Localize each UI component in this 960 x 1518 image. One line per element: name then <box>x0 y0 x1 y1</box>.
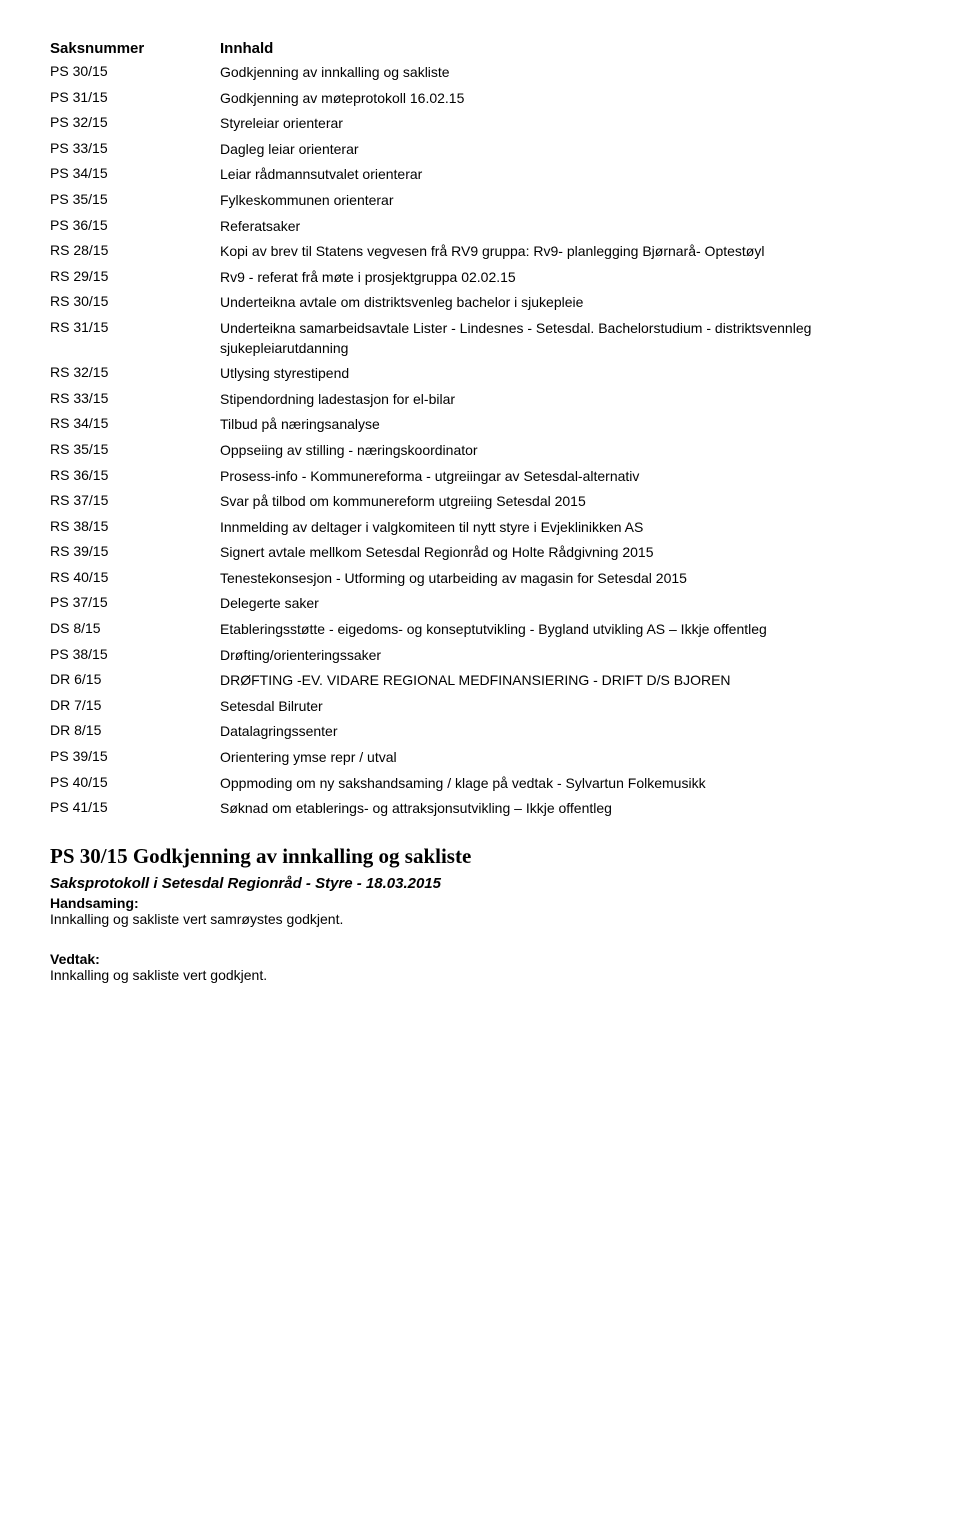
table-row: DR 6/15DRØFTING -EV. VIDARE REGIONAL MED… <box>50 671 910 691</box>
row-id: PS 39/15 <box>50 748 220 764</box>
row-text: Tenestekonsesjon - Utforming og utarbeid… <box>220 569 910 589</box>
section-heading: PS 30/15 Godkjenning av innkalling og sa… <box>50 844 910 869</box>
row-text: Drøfting/orienteringssaker <box>220 646 910 666</box>
table-rows-container: PS 30/15Godkjenning av innkalling og sak… <box>50 63 910 819</box>
table-row: RS 31/15Underteikna samarbeidsavtale Lis… <box>50 319 910 358</box>
row-id: RS 36/15 <box>50 467 220 483</box>
table-row: DR 7/15Setesdal Bilruter <box>50 697 910 717</box>
table-row: PS 36/15Referatsaker <box>50 217 910 237</box>
row-text: Fylkeskommunen orienterar <box>220 191 910 211</box>
vedtak-label: Vedtak: <box>50 951 910 967</box>
row-id: RS 37/15 <box>50 492 220 508</box>
table-row: PS 30/15Godkjenning av innkalling og sak… <box>50 63 910 83</box>
table-row: PS 38/15Drøfting/orienteringssaker <box>50 646 910 666</box>
row-text: Godkjenning av møteprotokoll 16.02.15 <box>220 89 910 109</box>
table-row: PS 40/15Oppmoding om ny sakshandsaming /… <box>50 774 910 794</box>
table-row: RS 28/15Kopi av brev til Statens vegvese… <box>50 242 910 262</box>
row-text: Prosess-info - Kommunereforma - utgreiin… <box>220 467 910 487</box>
row-text: Datalagringssenter <box>220 722 910 742</box>
row-text: Godkjenning av innkalling og sakliste <box>220 63 910 83</box>
table-row: RS 36/15Prosess-info - Kommunereforma - … <box>50 467 910 487</box>
table-row: PS 33/15Dagleg leiar orienterar <box>50 140 910 160</box>
row-id: PS 36/15 <box>50 217 220 233</box>
row-id: RS 30/15 <box>50 293 220 309</box>
row-id: RS 35/15 <box>50 441 220 457</box>
row-id: PS 34/15 <box>50 165 220 181</box>
row-text: Innmelding av deltager i valgkomiteen ti… <box>220 518 910 538</box>
handsaming-text: Innkalling og sakliste vert samrøystes g… <box>50 911 910 927</box>
vedtak-text: Innkalling og sakliste vert godkjent. <box>50 967 910 983</box>
row-id: PS 41/15 <box>50 799 220 815</box>
table-row: RS 32/15Utlysing styrestipend <box>50 364 910 384</box>
row-text: Delegerte saker <box>220 594 910 614</box>
table-row: PS 31/15Godkjenning av møteprotokoll 16.… <box>50 89 910 109</box>
table-row: PS 39/15Orientering ymse repr / utval <box>50 748 910 768</box>
row-text: Referatsaker <box>220 217 910 237</box>
row-id: DR 7/15 <box>50 697 220 713</box>
table-row: DR 8/15Datalagringssenter <box>50 722 910 742</box>
table-row: RS 29/15Rv9 - referat frå møte i prosjek… <box>50 268 910 288</box>
table-row: PS 37/15Delegerte saker <box>50 594 910 614</box>
row-text: Setesdal Bilruter <box>220 697 910 717</box>
table-row: DS 8/15Etableringsstøtte - eigedoms- og … <box>50 620 910 640</box>
row-id: PS 33/15 <box>50 140 220 156</box>
row-id: RS 33/15 <box>50 390 220 406</box>
table-row: PS 35/15Fylkeskommunen orienterar <box>50 191 910 211</box>
row-id: RS 28/15 <box>50 242 220 258</box>
row-id: PS 31/15 <box>50 89 220 105</box>
section-subheading: Saksprotokoll i Setesdal Regionråd - Sty… <box>50 875 910 892</box>
table-row: PS 32/15Styreleiar orienterar <box>50 114 910 134</box>
row-id: DR 8/15 <box>50 722 220 738</box>
table-row: PS 34/15Leiar rådmannsutvalet orienterar <box>50 165 910 185</box>
table-row: RS 38/15Innmelding av deltager i valgkom… <box>50 518 910 538</box>
row-text: Orientering ymse repr / utval <box>220 748 910 768</box>
row-id: RS 31/15 <box>50 319 220 335</box>
row-id: RS 29/15 <box>50 268 220 284</box>
header-saksnummer: Saksnummer <box>50 40 220 57</box>
row-text: Etableringsstøtte - eigedoms- og konsept… <box>220 620 910 640</box>
row-id: PS 38/15 <box>50 646 220 662</box>
table-row: RS 34/15Tilbud på næringsanalyse <box>50 415 910 435</box>
row-text: Underteikna samarbeidsavtale Lister - Li… <box>220 319 910 358</box>
row-id: PS 30/15 <box>50 63 220 79</box>
row-id: PS 32/15 <box>50 114 220 130</box>
row-id: RS 40/15 <box>50 569 220 585</box>
handsaming-label: Handsaming: <box>50 895 910 911</box>
row-text: Kopi av brev til Statens vegvesen frå RV… <box>220 242 910 262</box>
row-text: Leiar rådmannsutvalet orienterar <box>220 165 910 185</box>
row-text: Dagleg leiar orienterar <box>220 140 910 160</box>
row-text: Tilbud på næringsanalyse <box>220 415 910 435</box>
row-text: Svar på tilbod om kommunereform utgreiin… <box>220 492 910 512</box>
row-text: Rv9 - referat frå møte i prosjektgruppa … <box>220 268 910 288</box>
row-text: Signert avtale mellkom Setesdal Regionrå… <box>220 543 910 563</box>
row-id: PS 37/15 <box>50 594 220 610</box>
table-row: RS 30/15Underteikna avtale om distriktsv… <box>50 293 910 313</box>
row-text: Stipendordning ladestasjon for el-bilar <box>220 390 910 410</box>
row-id: PS 35/15 <box>50 191 220 207</box>
header-innhald: Innhald <box>220 40 910 57</box>
table-row: RS 33/15Stipendordning ladestasjon for e… <box>50 390 910 410</box>
row-id: RS 38/15 <box>50 518 220 534</box>
row-id: RS 34/15 <box>50 415 220 431</box>
row-id: PS 40/15 <box>50 774 220 790</box>
table-header-row: Saksnummer Innhald <box>50 40 910 57</box>
row-id: RS 39/15 <box>50 543 220 559</box>
table-row: RS 37/15Svar på tilbod om kommunereform … <box>50 492 910 512</box>
row-text: Utlysing styrestipend <box>220 364 910 384</box>
table-row: RS 40/15Tenestekonsesjon - Utforming og … <box>50 569 910 589</box>
row-text: Oppmoding om ny sakshandsaming / klage p… <box>220 774 910 794</box>
row-text: DRØFTING -EV. VIDARE REGIONAL MEDFINANSI… <box>220 671 910 691</box>
row-id: DR 6/15 <box>50 671 220 687</box>
row-text: Oppseiing av stilling - næringskoordinat… <box>220 441 910 461</box>
table-row: RS 35/15Oppseiing av stilling - næringsk… <box>50 441 910 461</box>
row-text: Styreleiar orienterar <box>220 114 910 134</box>
row-id: DS 8/15 <box>50 620 220 636</box>
row-id: RS 32/15 <box>50 364 220 380</box>
table-row: PS 41/15Søknad om etablerings- og attrak… <box>50 799 910 819</box>
row-text: Søknad om etablerings- og attraksjonsutv… <box>220 799 910 819</box>
row-text: Underteikna avtale om distriktsvenleg ba… <box>220 293 910 313</box>
agenda-table: Saksnummer Innhald PS 30/15Godkjenning a… <box>50 40 910 819</box>
table-row: RS 39/15Signert avtale mellkom Setesdal … <box>50 543 910 563</box>
